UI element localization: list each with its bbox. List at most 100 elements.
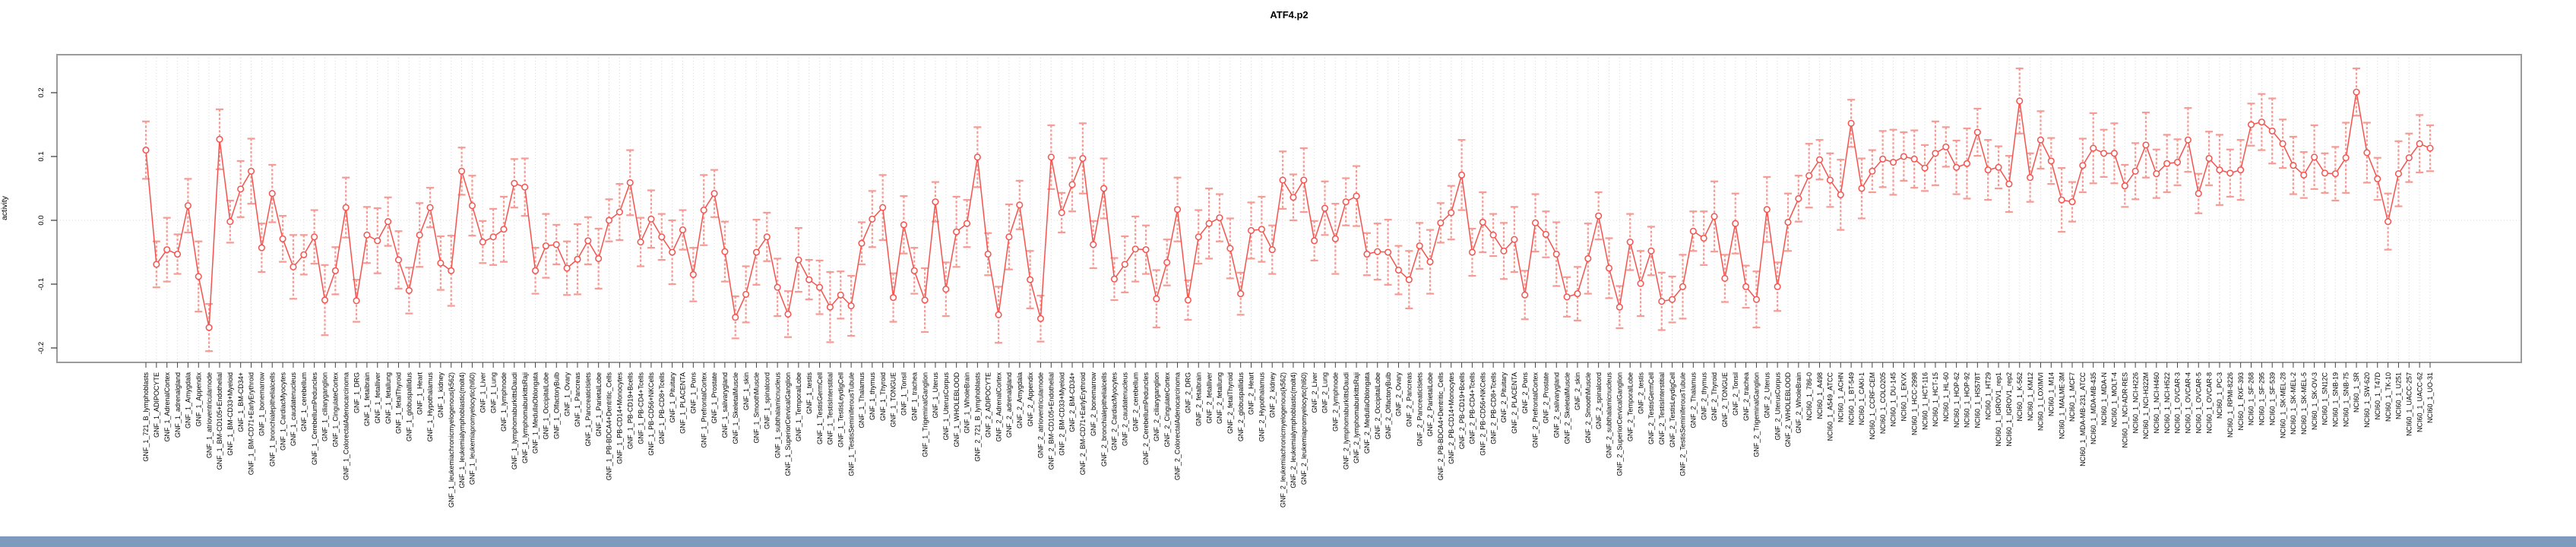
data-point — [2205, 154, 2213, 163]
x-category-label: GNF_2_CingulateCortex — [1163, 372, 1171, 447]
x-category-label: GNF_1_Pituitary — [669, 372, 676, 423]
data-point — [2110, 150, 2118, 157]
x-category-label: GNF_1_TemporalLobe — [795, 372, 802, 441]
data-point — [995, 311, 1002, 318]
data-point — [2216, 166, 2223, 174]
x-category-label: GNF_1_WholeBrain — [964, 372, 971, 434]
bottom-bar — [0, 536, 2576, 547]
data-point — [1258, 226, 1265, 233]
data-point — [1869, 167, 1876, 175]
data-point — [300, 251, 308, 258]
data-point — [900, 221, 907, 229]
data-point — [1837, 191, 1844, 198]
data-point — [2226, 169, 2234, 177]
data-point — [2290, 162, 2297, 169]
data-point — [1342, 198, 1350, 206]
data-point — [542, 242, 549, 250]
x-category-label: NCI60_1_COLO205 — [1879, 372, 1887, 434]
data-point — [869, 215, 876, 223]
data-point — [426, 204, 434, 211]
x-category-label: GNF_2_MedullaOblongata — [1363, 372, 1371, 454]
data-point — [1237, 290, 1245, 298]
x-category-label: GNF_1_TestisSeminiferousTubule — [847, 372, 855, 476]
data-point — [268, 190, 276, 198]
x-category-label: GNF_2_PB-BDCA4+Dentritic_Cells — [1437, 372, 1445, 481]
data-point — [258, 244, 265, 251]
x-category-label: NCI60_1_MALME-3M — [2058, 372, 2065, 439]
x-category-label: NCI60_1_SN12C — [2321, 372, 2329, 425]
data-point — [1205, 220, 1213, 227]
data-point — [2121, 182, 2128, 190]
x-category-label: GNF_2_leukemiapromyelocytic(hl60) — [1300, 372, 1308, 485]
x-category-label: GNF_2_fetallung — [1216, 372, 1223, 424]
data-point — [1584, 255, 1592, 262]
data-point — [1047, 153, 1055, 161]
data-point — [2047, 157, 2055, 165]
x-category-label: GNF_2_adrenalgland — [1005, 372, 1013, 438]
x-category-label: NCI60_1_OVCAR-8 — [2205, 372, 2213, 434]
x-category-label: GNF_2_Heart — [1248, 372, 1255, 416]
data-point — [1195, 233, 1202, 241]
x-category-label: NCI60_1_HS578T — [1974, 372, 1982, 428]
x-category-label: GNF_1_fetalThyroid — [395, 372, 403, 434]
data-point — [1521, 291, 1529, 299]
x-category-label: NCI60_1_OVCAR-3 — [2174, 372, 2182, 434]
x-category-label: GNF_1_leukemiapromyelocytic(hl60) — [469, 372, 476, 485]
data-point — [1805, 172, 1813, 179]
data-point — [1542, 230, 1549, 239]
x-category-label: GNF_1_WHOLEBLOOD — [953, 372, 960, 447]
data-point — [205, 324, 213, 331]
data-point — [394, 256, 403, 264]
data-point — [2173, 159, 2182, 166]
x-category-label: NCI60_1_NCI-H322M — [2142, 372, 2150, 439]
data-point — [1921, 164, 1929, 172]
x-category-label: NCI60_1_SR — [2353, 372, 2360, 413]
data-point — [416, 231, 423, 239]
data-point — [2153, 170, 2160, 178]
x-category-label: GNF_1_Pancreas — [574, 372, 581, 428]
data-point — [1184, 296, 1191, 304]
x-category-label: GNF_1_lymphnode — [500, 372, 508, 432]
x-category-label: NCI60_1_HCT-116 — [1921, 372, 1929, 430]
x-category-label: NCI60_1_HT29 — [1984, 372, 1992, 420]
data-point — [1932, 150, 1939, 157]
x-category-label: NCI60_1_U251 — [2395, 372, 2403, 419]
data-point — [2163, 160, 2171, 167]
data-point — [1079, 154, 1087, 163]
x-category-label: NCI60_1_IGROV1_rep1 — [1995, 372, 2002, 447]
x-category-label: GNF_1_UterusCorpus — [942, 372, 950, 441]
data-point — [1910, 155, 1918, 163]
data-point — [2058, 196, 2065, 204]
data-point — [2184, 136, 2191, 144]
data-point — [1479, 218, 1486, 226]
x-category-label: GNF_2_DRG — [1185, 372, 1192, 413]
x-category-label: GNF_2_Pons — [1521, 372, 1529, 414]
data-point — [647, 215, 655, 223]
data-point — [658, 233, 666, 241]
x-category-label: GNF_2_thymus — [1700, 372, 1707, 421]
x-category-label: GNF_1_BM-CD105+Endothelial — [216, 372, 223, 470]
x-category-label: GNF_1_SuperiorCervicalGanglion — [784, 372, 792, 476]
x-category-label: GNF_1_721_B_lymphoblasts — [142, 372, 150, 462]
data-point — [2331, 170, 2339, 178]
data-point — [1973, 128, 1981, 136]
x-category-label: GNF_2_SkeletalMuscle — [1563, 372, 1571, 444]
data-point — [1700, 234, 1707, 242]
x-category-label: GNF_1_fetalbrain — [363, 372, 371, 426]
data-point — [574, 255, 581, 263]
data-point — [1879, 155, 1887, 163]
x-category-label: GNF_2_Amygdala — [1016, 372, 1024, 428]
x-category-label: GNF_1_AdrenalCortex — [163, 372, 171, 442]
data-point — [1816, 156, 1824, 163]
data-point — [500, 226, 508, 233]
data-point — [721, 248, 729, 255]
x-category-label: NCI60_1_UACC-257 — [2405, 372, 2413, 436]
data-point — [942, 286, 950, 293]
x-category-label: NCI60_1_SK-MEL-28 — [2279, 372, 2286, 438]
x-category-label: GNF_1_bronchialepithelialcells — [268, 372, 276, 467]
data-point — [1626, 239, 1634, 246]
x-category-label: NCI60_1_M14 — [2048, 372, 2055, 416]
data-point — [1142, 246, 1150, 254]
x-category-label: GNF_1_BM-CD71+EarlyErythroid — [248, 372, 255, 475]
x-category-label: GNF_1_trachea — [910, 372, 918, 421]
